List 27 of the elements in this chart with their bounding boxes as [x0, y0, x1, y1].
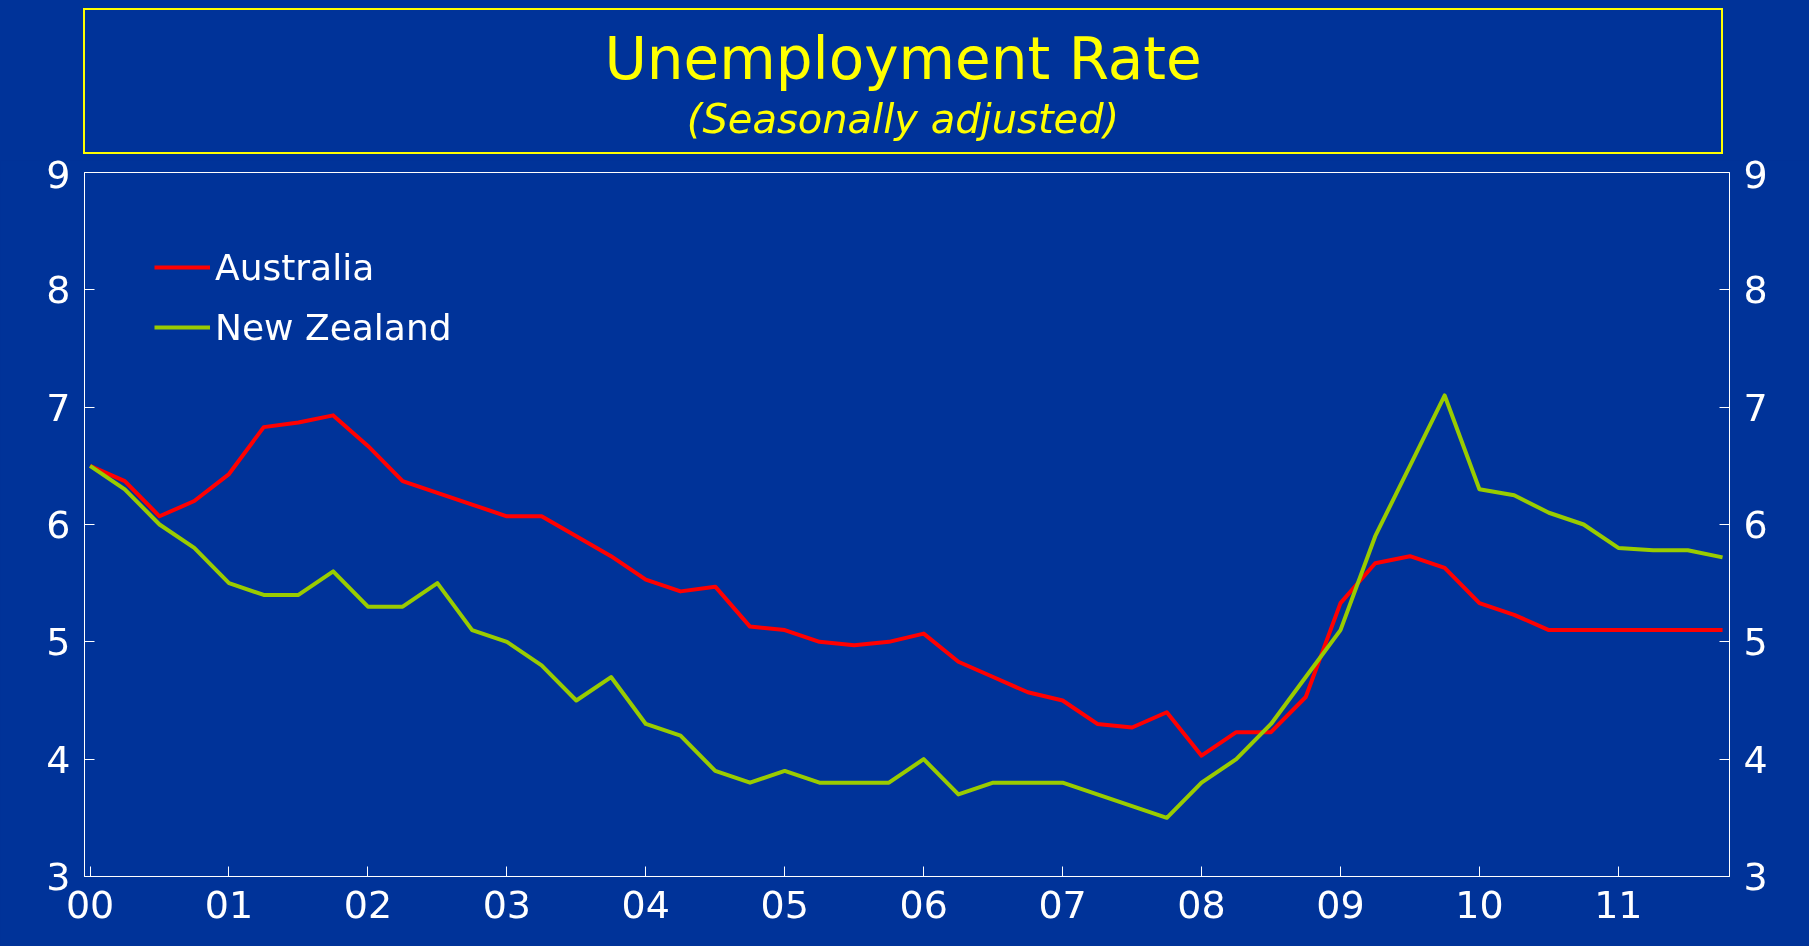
chart-title: Unemployment Rate [603, 24, 1203, 94]
line-series [88, 393, 1725, 820]
x-tick-label: 10 [1455, 882, 1504, 927]
y-tick-label: 7 [46, 385, 71, 430]
x-tick-label: 05 [760, 882, 809, 927]
x-tick-label: 04 [621, 882, 670, 927]
y-tick-label: 6 [46, 503, 71, 547]
y2-tick-label: 7 [1743, 385, 1768, 430]
x-tick-label: 09 [1316, 882, 1365, 927]
x-tick-label: 02 [343, 882, 393, 927]
x-tick-label: 01 [204, 882, 254, 927]
y2-tick-label: 5 [1743, 620, 1768, 665]
y2-tick-label: 6 [1743, 503, 1768, 547]
chart-subtitle: (Seasonally adjusted) [685, 95, 1121, 144]
x-tick-label: 03 [482, 882, 532, 927]
x-tick-label: 07 [1038, 882, 1087, 927]
x-tick-label: 11 [1594, 882, 1643, 927]
y2-tick-label: 3 [1743, 855, 1768, 899]
x-tick-label: 06 [899, 882, 948, 927]
y-tick-label: 8 [46, 268, 71, 313]
y-tick-label: 4 [46, 737, 71, 782]
y2-tick-label: 4 [1743, 737, 1768, 782]
x-tick-label: 08 [1177, 882, 1226, 927]
legend-label: Australia [215, 245, 375, 290]
y-tick-label: 5 [46, 620, 71, 665]
legend-label: New Zealand [215, 305, 452, 350]
y2-tick-label: 8 [1743, 268, 1768, 313]
